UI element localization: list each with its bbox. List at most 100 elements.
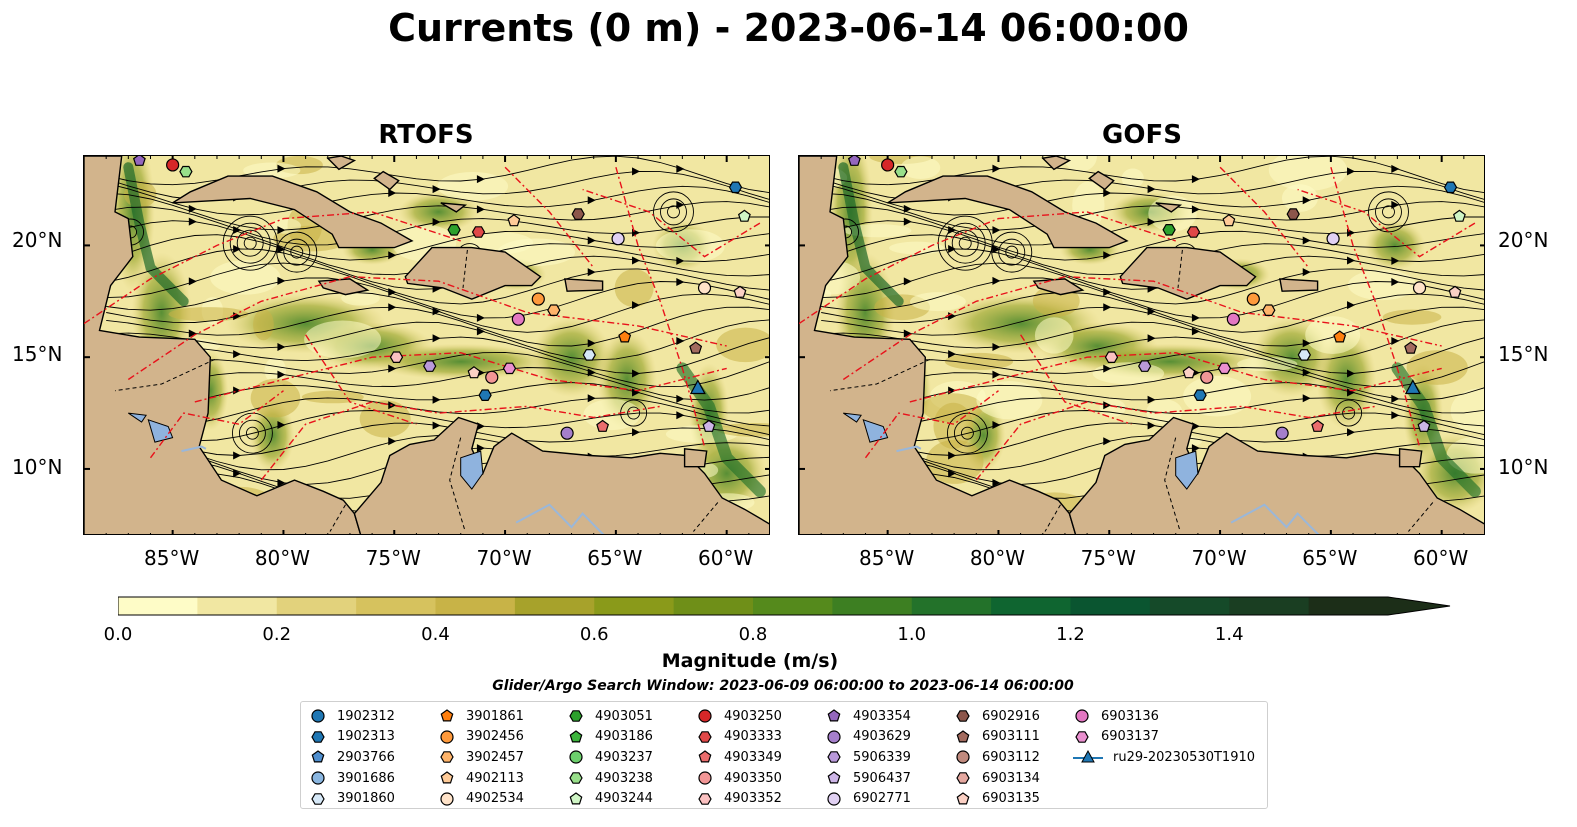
legend-label: 6903137 (1101, 729, 1159, 745)
float-marker-4903352 (1104, 351, 1119, 363)
legend-marker-6903111 (956, 730, 970, 743)
float-marker-1902313 (478, 389, 492, 401)
legend-label: 6902771 (853, 791, 911, 807)
legend-item: 6902916 (954, 706, 1040, 727)
legend-item: 4903333 (696, 727, 782, 748)
legend-marker-icon (698, 750, 712, 763)
colorbar-segment (197, 597, 278, 615)
glider-marker (1404, 379, 1421, 395)
lat-tick-20n-right: 20°N (1498, 228, 1549, 252)
colorbar-segment (118, 597, 198, 615)
legend-marker-4903244 (569, 791, 583, 805)
lon-tick-65w-rtofs: 65°W (587, 546, 643, 570)
legend-item: 4903352 (696, 788, 782, 809)
legend-marker-icon (311, 750, 325, 763)
legend-marker-icon (698, 709, 712, 723)
lat-tick-20n-left: 20°N (12, 228, 63, 252)
colorbar-segment (832, 597, 913, 615)
legend-item: 4903349 (696, 747, 782, 768)
legend-label: 4903244 (595, 791, 653, 807)
legend-item: 4903186 (567, 727, 653, 748)
legend-column: 4903250 4903333 4903349 4903350 4903352 (696, 706, 782, 809)
legend-column: 6903136 6903137 ru29-20230530T1910 (1073, 706, 1255, 768)
legend-label: 4903629 (853, 729, 911, 745)
legend-item: 4903238 (567, 768, 653, 789)
float-marker-6903136 (511, 312, 525, 326)
legend-marker-4903629 (827, 730, 841, 744)
panel-title-rtofs: RTOFS (378, 120, 474, 150)
legend-marker-4903250 (698, 709, 712, 723)
float-marker-4903244 (737, 209, 751, 222)
float-marker-6903135 (733, 285, 747, 298)
float-marker-4903250 (881, 158, 895, 172)
float-marker-6903135 (467, 366, 481, 379)
legend-label: 3901860 (337, 791, 395, 807)
float-marker-4903333 (1186, 226, 1201, 238)
legend-label: 4903333 (724, 729, 782, 745)
colorbar-segment (1229, 597, 1310, 615)
legend-marker-icon (698, 792, 712, 805)
float-marker-4903238 (894, 165, 908, 178)
legend-marker-icon (440, 792, 454, 806)
legend-item: 2903766 (309, 747, 395, 768)
float-marker-3901861 (618, 330, 632, 343)
legend-item: 3902456 (438, 727, 524, 748)
legend-marker-icon (956, 750, 970, 765)
legend-label: 4903051 (595, 708, 653, 724)
legend-marker-icon (956, 791, 970, 805)
legend-label: 4903354 (853, 708, 911, 724)
legend-item: 4903051 (567, 706, 653, 727)
lat-tick-10n-right: 10°N (1498, 455, 1549, 479)
legend-marker-icon (569, 730, 583, 743)
legend-marker-icon (827, 751, 841, 764)
legend-marker-icon (311, 771, 325, 785)
legend-marker-4902534 (440, 792, 454, 806)
colorbar-segment (1308, 597, 1389, 615)
colorbar-tick: 1.2 (1056, 624, 1085, 645)
float-marker-4903354 (132, 156, 146, 166)
legend: 1902312 1902313 2903766 3901686 3901860 39018… (300, 701, 1268, 809)
legend-item: 6903137 (1073, 727, 1255, 748)
lat-tick-10n-left: 10°N (12, 455, 63, 479)
float-marker-3901860 (582, 349, 596, 361)
legend-label: 4902534 (466, 791, 524, 807)
legend-marker-6902916 (956, 710, 970, 723)
legend-marker-6903136 (1075, 709, 1089, 723)
legend-item: ru29-20230530T1910 (1073, 747, 1255, 768)
colorbar (117, 596, 1453, 620)
float-marker-4903333 (471, 226, 486, 238)
legend-marker-4903354 (827, 709, 841, 722)
legend-marker-icon (827, 709, 841, 722)
rtofs-map (83, 155, 770, 535)
float-marker-6902916 (1286, 208, 1300, 220)
colorbar-segment (911, 597, 992, 615)
lon-tick-85w-rtofs: 85°W (144, 546, 200, 570)
float-marker-4903238 (179, 165, 193, 178)
legend-marker-4903238 (569, 772, 583, 784)
legend-marker-6903135 (956, 791, 970, 805)
float-marker-3902457 (1262, 304, 1276, 316)
legend-label: 4903250 (724, 708, 782, 724)
legend-column: 3901861 3902456 3902457 4902113 4902534 (438, 706, 524, 809)
legend-label: 6903135 (982, 791, 1040, 807)
legend-label: 4903350 (724, 770, 782, 786)
colorbar-segment (1070, 597, 1151, 615)
legend-item: 3901861 (438, 706, 524, 727)
legend-item: 6903136 (1073, 706, 1255, 727)
legend-item: 4903250 (696, 706, 782, 727)
legend-marker-icon (440, 771, 454, 784)
float-marker-6903137 (1217, 362, 1232, 375)
colorbar-segment (753, 597, 833, 615)
float-marker-4903352 (389, 351, 404, 363)
glider-marker (689, 379, 706, 395)
legend-item: 4903237 (567, 747, 653, 768)
float-marker-3902456 (1246, 292, 1260, 306)
legend-item: 3901686 (309, 768, 395, 789)
legend-item: 3902457 (438, 747, 524, 768)
colorbar-segment (1149, 597, 1230, 615)
colorbar-segment (594, 597, 675, 615)
legend-label: 6903112 (982, 749, 1040, 765)
legend-label: 4903237 (595, 749, 653, 765)
lat-tick-15n-right: 15°N (1498, 342, 1549, 366)
float-marker-1902313 (1443, 181, 1458, 194)
